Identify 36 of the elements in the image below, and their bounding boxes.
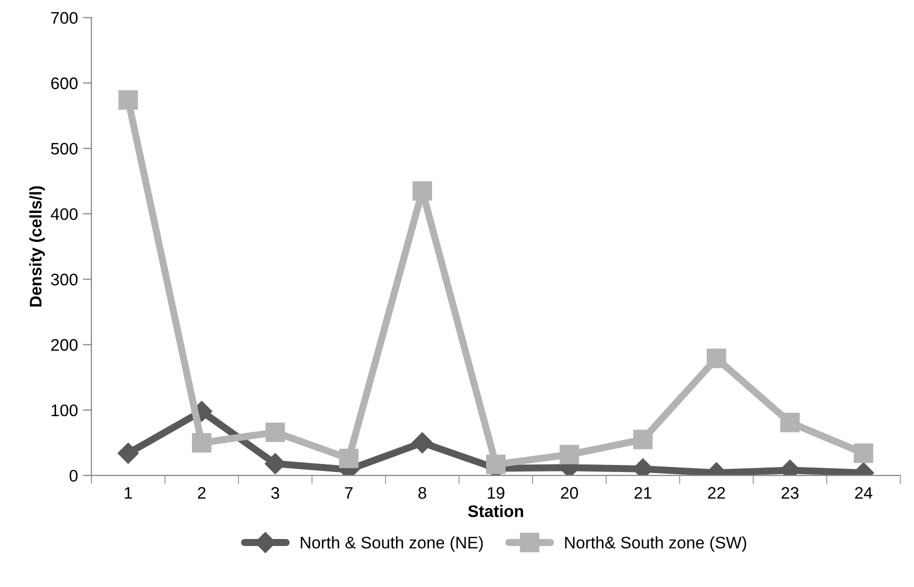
y-tick-label: 300 <box>51 274 78 286</box>
y-tick-label: 700 <box>51 12 78 24</box>
legend-label: North& South zone (SW) <box>565 536 746 552</box>
point <box>854 444 874 463</box>
y-tick-label: 500 <box>51 142 78 155</box>
legend-label: North & South zone (NE) <box>300 536 483 552</box>
x-axis-title: Station <box>468 504 524 518</box>
point <box>486 454 506 474</box>
x-tick-label: 23 <box>782 487 799 499</box>
x-tick-label: 3 <box>271 487 280 499</box>
point <box>780 412 800 432</box>
point <box>412 432 433 454</box>
point <box>633 430 653 450</box>
x-tick-label: 24 <box>855 487 872 499</box>
x-tick-label: 21 <box>634 487 652 499</box>
x-tick-label: 8 <box>418 487 426 499</box>
y-tick-label: 200 <box>51 339 78 351</box>
point <box>266 422 285 442</box>
y-tick-label: 400 <box>50 208 78 220</box>
point <box>412 181 432 201</box>
point <box>192 433 212 452</box>
x-tick-label: 19 <box>488 487 504 499</box>
x-tick-label: 2 <box>198 487 206 499</box>
x-tick-label: 20 <box>560 487 578 499</box>
point <box>706 348 726 368</box>
y-tick-label: 0 <box>70 470 78 482</box>
point <box>118 90 138 110</box>
x-tick-label: 1 <box>124 487 132 499</box>
x-tick-label: 7 <box>344 487 353 499</box>
point <box>118 442 139 464</box>
point <box>560 444 580 464</box>
y-tick-label: 100 <box>52 404 78 416</box>
y-tick-label: 600 <box>51 77 78 90</box>
y-axis-title: Density (cells/l) <box>29 186 45 307</box>
x-tick-label: 22 <box>708 487 725 499</box>
point <box>339 448 358 468</box>
